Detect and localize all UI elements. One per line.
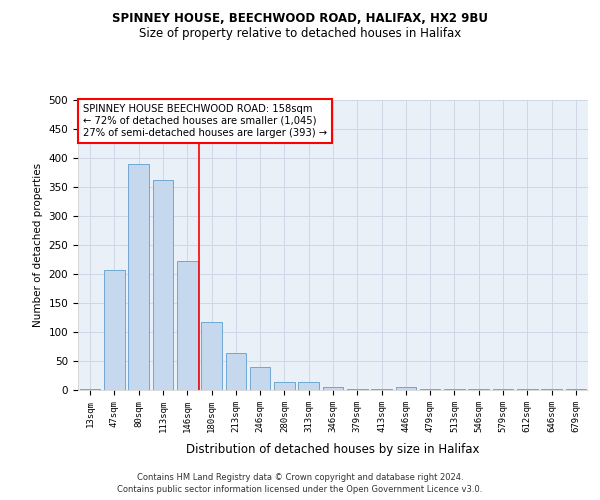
Bar	[274, 382, 295, 390]
Text: Size of property relative to detached houses in Halifax: Size of property relative to detached ho…	[139, 28, 461, 40]
Y-axis label: Number of detached properties: Number of detached properties	[33, 163, 43, 327]
Bar	[80, 389, 100, 390]
Text: Contains public sector information licensed under the Open Government Licence v3: Contains public sector information licen…	[118, 485, 482, 494]
Bar	[177, 261, 197, 390]
Bar	[298, 382, 319, 390]
Bar	[201, 322, 222, 390]
Bar	[128, 164, 149, 390]
Text: SPINNEY HOUSE, BEECHWOOD ROAD, HALIFAX, HX2 9BU: SPINNEY HOUSE, BEECHWOOD ROAD, HALIFAX, …	[112, 12, 488, 26]
Bar	[250, 367, 271, 390]
Bar	[395, 386, 416, 390]
Bar	[104, 270, 125, 390]
Bar	[152, 180, 173, 390]
Bar	[323, 386, 343, 390]
Bar	[226, 354, 246, 390]
Text: Distribution of detached houses by size in Halifax: Distribution of detached houses by size …	[186, 442, 480, 456]
Text: SPINNEY HOUSE BEECHWOOD ROAD: 158sqm
← 72% of detached houses are smaller (1,045: SPINNEY HOUSE BEECHWOOD ROAD: 158sqm ← 7…	[83, 104, 327, 138]
Text: Contains HM Land Registry data © Crown copyright and database right 2024.: Contains HM Land Registry data © Crown c…	[137, 472, 463, 482]
